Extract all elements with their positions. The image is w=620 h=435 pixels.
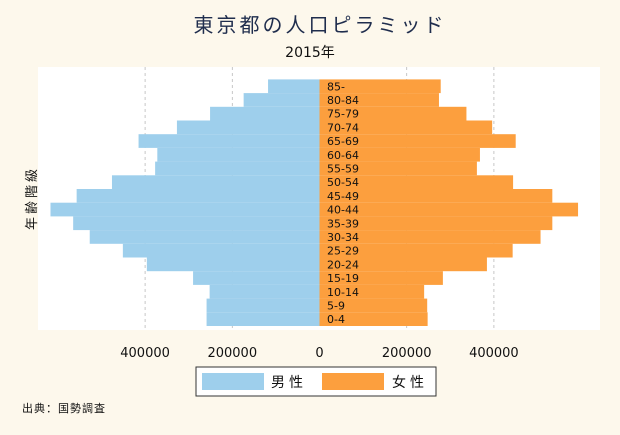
bar-male-40-44 — [50, 202, 320, 217]
age-label-25-29: 25-29 — [327, 245, 359, 258]
legend: 男性 女性 — [195, 366, 437, 397]
x-tick-label-1: 200000 — [207, 346, 257, 361]
bar-female-65-69 — [319, 134, 516, 148]
bar-female-0-4 — [319, 312, 428, 326]
age-label-75-79: 75-79 — [327, 108, 359, 121]
bar-female-85- — [319, 79, 441, 94]
bar-male-65-69 — [138, 134, 320, 148]
age-label-15-19: 15-19 — [327, 272, 359, 285]
age-label-70-74: 70-74 — [327, 121, 359, 134]
legend-swatch-female — [322, 373, 384, 390]
age-label-60-64: 60-64 — [327, 149, 359, 162]
bar-male-80-84 — [243, 93, 320, 107]
bar-female-60-64 — [319, 147, 480, 162]
bar-male-75-79 — [210, 106, 320, 121]
bar-female-30-34 — [319, 230, 541, 244]
x-tick-label-4: 400000 — [469, 346, 519, 361]
age-label-35-39: 35-39 — [327, 217, 359, 230]
legend-label-male: 男性 — [271, 375, 307, 391]
bar-male-10-14 — [209, 284, 320, 299]
bar-female-70-74 — [319, 120, 493, 135]
age-labels: 0-45-910-1415-1920-2425-2930-3435-3940-4… — [327, 80, 359, 326]
bar-male-45-49 — [76, 189, 320, 203]
bar-female-20-24 — [319, 257, 487, 272]
bar-female-25-29 — [319, 243, 513, 258]
source-note: 出典：国勢調査 — [22, 401, 106, 415]
bar-male-25-29 — [122, 243, 320, 258]
x-axis-tick-labels: 400000 200000 0 200000 400000 — [120, 346, 518, 361]
bar-female-50-54 — [319, 175, 514, 189]
x-tick-label-3: 200000 — [382, 346, 432, 361]
age-label-20-24: 20-24 — [327, 258, 359, 271]
bar-male-0-4 — [206, 312, 320, 326]
age-label-50-54: 50-54 — [327, 176, 359, 189]
bar-male-85- — [268, 79, 320, 94]
legend-label-female: 女性 — [392, 374, 428, 391]
age-label-45-49: 45-49 — [327, 190, 359, 203]
x-tick-label-2: 0 — [315, 346, 323, 361]
bar-female-80-84 — [319, 93, 439, 107]
bar-female-75-79 — [319, 106, 467, 121]
bar-male-50-54 — [111, 175, 320, 189]
bar-male-20-24 — [146, 257, 320, 272]
legend-swatch-male — [202, 373, 264, 390]
chart-title: 東京都の人口ピラミッド — [194, 13, 447, 37]
age-label-65-69: 65-69 — [327, 135, 359, 148]
bar-female-55-59 — [319, 161, 477, 176]
age-label-55-59: 55-59 — [327, 162, 359, 175]
bar-male-5-9 — [206, 298, 320, 313]
bar-male-55-59 — [155, 161, 320, 176]
bar-male-60-64 — [157, 147, 320, 162]
chart-subtitle: 2015年 — [285, 45, 335, 61]
age-label-5-9: 5-9 — [327, 299, 345, 312]
bars — [50, 79, 579, 326]
x-tick-label-0: 400000 — [120, 346, 170, 361]
bar-female-45-49 — [319, 189, 553, 203]
bar-male-15-19 — [193, 271, 320, 285]
bar-female-40-44 — [319, 202, 579, 217]
bar-female-5-9 — [319, 298, 428, 313]
age-label-85-: 85- — [327, 80, 345, 93]
bar-male-35-39 — [73, 216, 320, 231]
bar-female-10-14 — [319, 284, 425, 299]
bar-male-70-74 — [176, 120, 320, 135]
bar-female-15-19 — [319, 271, 443, 285]
age-label-0-4: 0-4 — [327, 313, 345, 326]
age-label-30-34: 30-34 — [327, 231, 359, 244]
age-label-80-84: 80-84 — [327, 94, 359, 107]
y-axis-label: 年齢階級 — [25, 166, 40, 230]
bar-male-30-34 — [89, 230, 320, 244]
age-label-10-14: 10-14 — [327, 286, 359, 299]
bar-female-35-39 — [319, 216, 553, 231]
age-label-40-44: 40-44 — [327, 204, 359, 217]
